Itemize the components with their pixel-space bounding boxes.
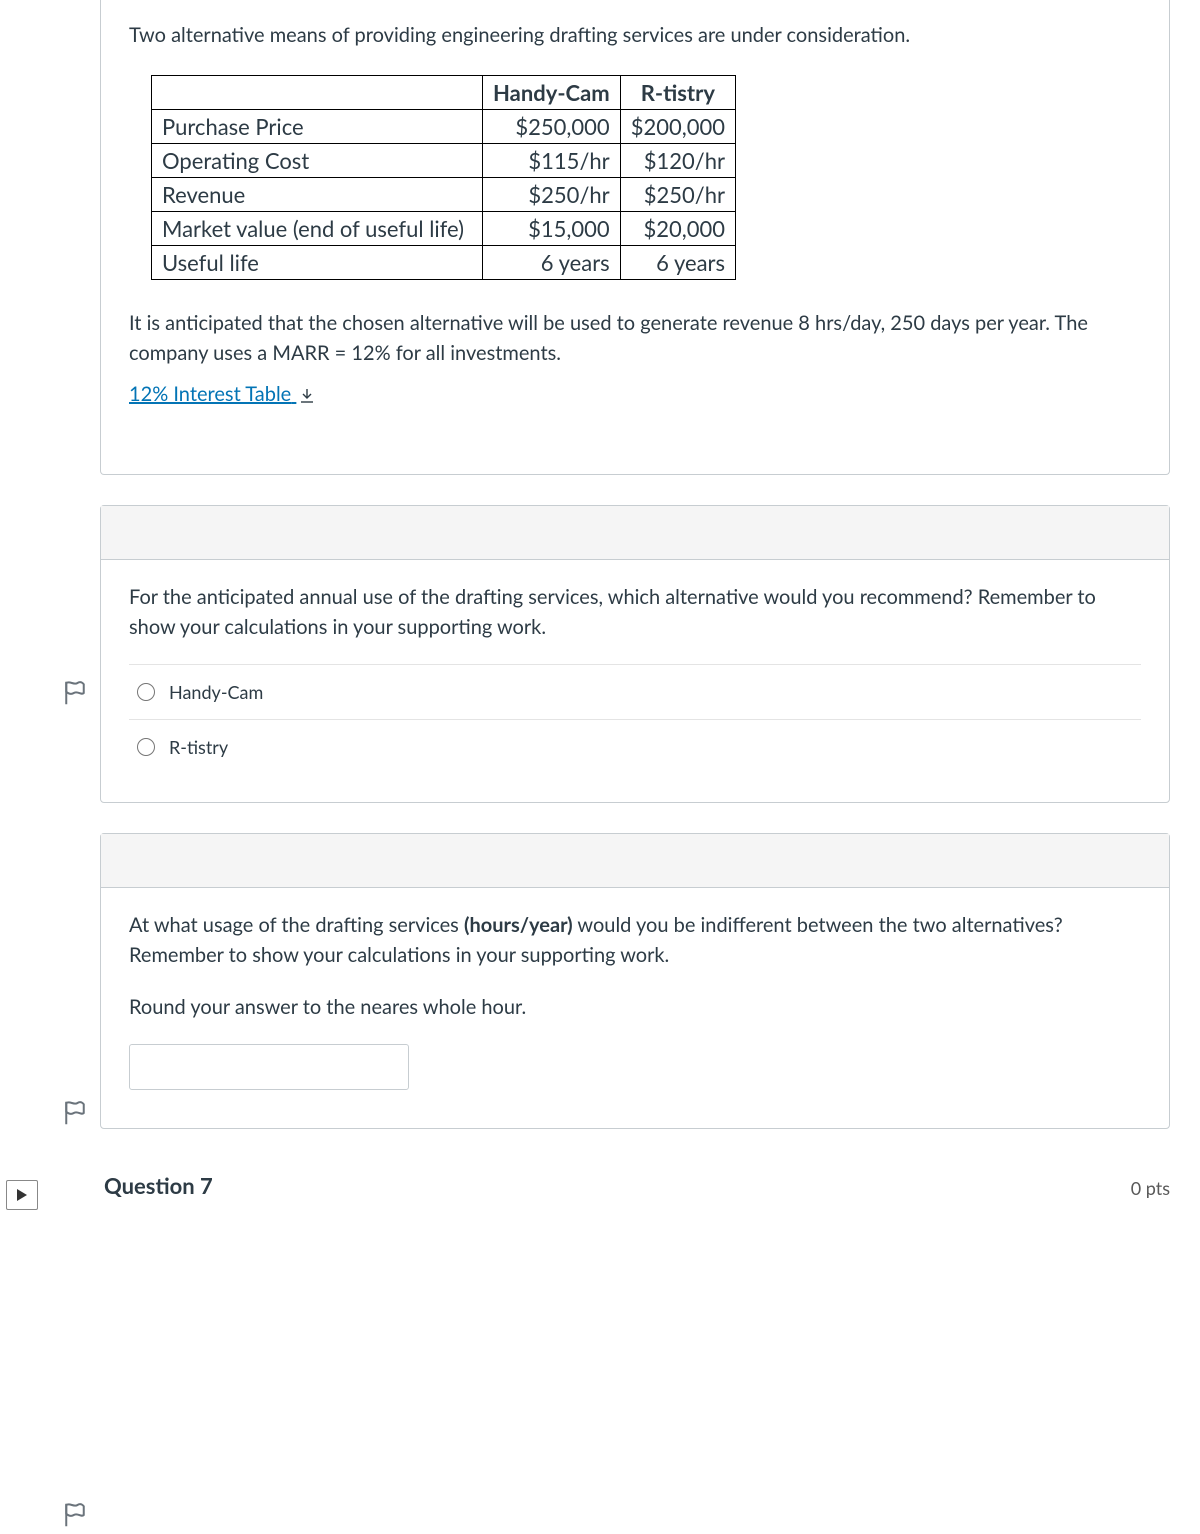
flag-icon[interactable] bbox=[60, 678, 90, 708]
table-row: Revenue $250/hr $250/hr bbox=[152, 178, 736, 212]
table-row: Purchase Price $250,000 $200,000 bbox=[152, 110, 736, 144]
answer-label: R-tistry bbox=[169, 736, 228, 758]
table-row: Market value (end of useful life) $15,00… bbox=[152, 212, 736, 246]
answer-option-rtistry[interactable]: R-tistry bbox=[129, 720, 1141, 774]
next-question-peek: Question 7 0 pts bbox=[100, 1169, 1170, 1199]
answer-label: Handy-Cam bbox=[169, 681, 263, 703]
radio-rtistry[interactable] bbox=[137, 738, 155, 756]
table-col-rtistry: R-tistry bbox=[620, 76, 735, 110]
question-recommend-card: For the anticipated annual use of the dr… bbox=[100, 505, 1170, 803]
download-icon bbox=[300, 388, 314, 404]
question-prompt: For the anticipated annual use of the dr… bbox=[129, 582, 1141, 642]
play-button[interactable] bbox=[6, 1180, 38, 1210]
flag-icon[interactable] bbox=[60, 1098, 90, 1128]
table-row: Operating Cost $115/hr $120/hr bbox=[152, 144, 736, 178]
comparison-table: Handy-Cam R-tistry Purchase Price $250,0… bbox=[151, 75, 736, 280]
question-prompt: At what usage of the drafting services (… bbox=[129, 910, 1141, 970]
intro-text: Two alternative means of providing engin… bbox=[129, 22, 1141, 49]
table-blank-header bbox=[152, 76, 483, 110]
question-context-card: Two alternative means of providing engin… bbox=[100, 0, 1170, 475]
assumptions-text: It is anticipated that the chosen altern… bbox=[129, 308, 1141, 368]
next-question-title: Question 7 bbox=[104, 1172, 213, 1199]
answer-option-handy-cam[interactable]: Handy-Cam bbox=[129, 665, 1141, 720]
interest-table-link[interactable]: 12% Interest Table bbox=[129, 382, 314, 406]
question-header bbox=[101, 834, 1169, 888]
radio-handy-cam[interactable] bbox=[137, 683, 155, 701]
table-col-handy-cam: Handy-Cam bbox=[483, 76, 621, 110]
question-indifference-card: At what usage of the drafting services (… bbox=[100, 833, 1170, 1129]
flag-icon[interactable] bbox=[60, 1500, 90, 1530]
next-question-points: 0 pts bbox=[1131, 1177, 1170, 1199]
hours-input[interactable] bbox=[129, 1044, 409, 1090]
rounding-note: Round your answer to the neares whole ho… bbox=[129, 992, 1141, 1022]
table-row: Useful life 6 years 6 years bbox=[152, 246, 736, 280]
question-header bbox=[101, 506, 1169, 560]
